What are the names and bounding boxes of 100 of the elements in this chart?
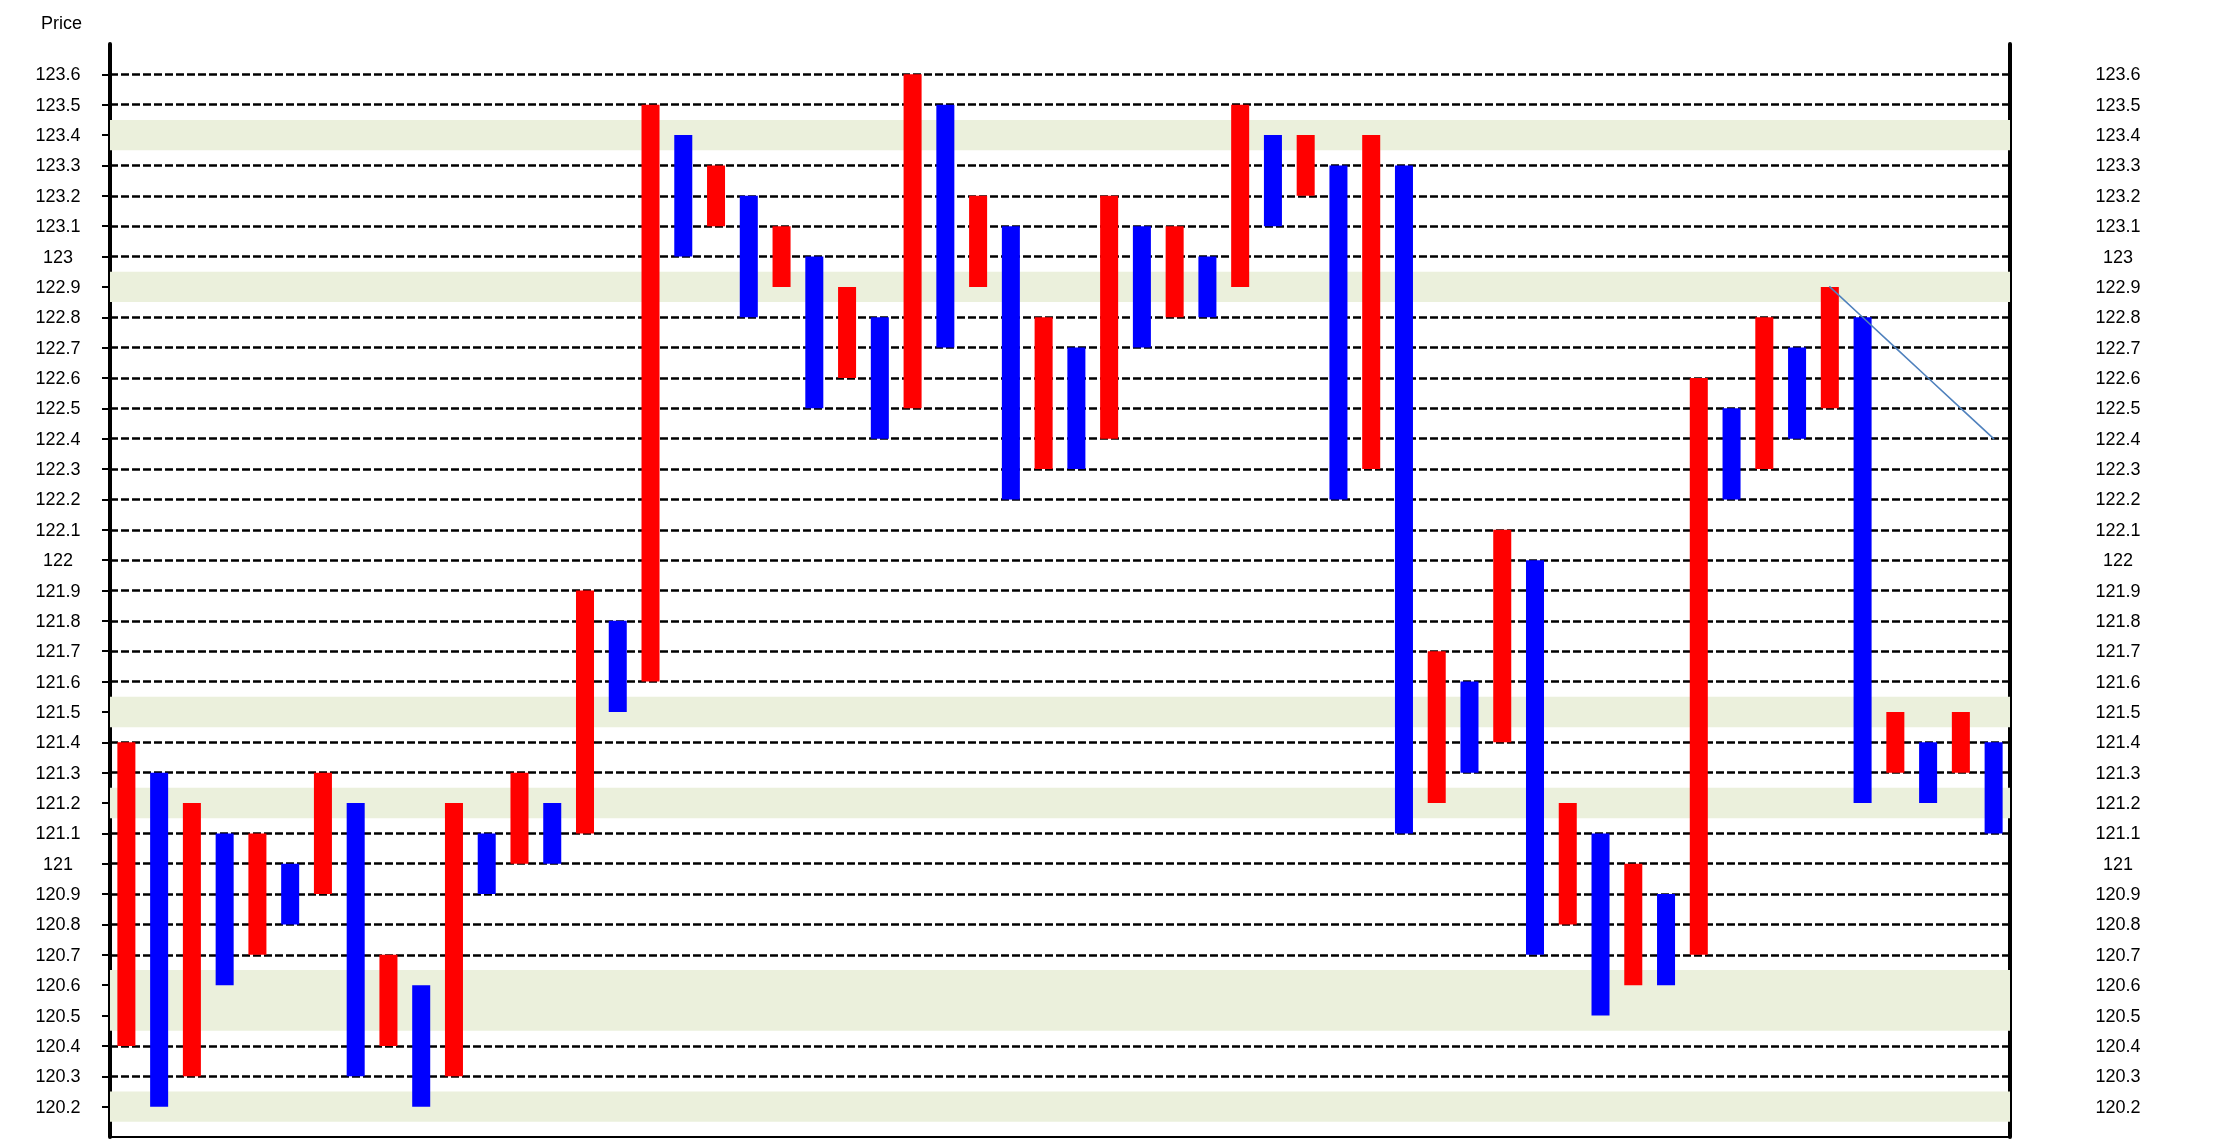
y2-tick-label: 121.5 (2095, 701, 2141, 722)
bar (707, 165, 726, 227)
y2-tick-label: 121.7 (2095, 641, 2141, 662)
bar (1362, 135, 1381, 470)
bar (1853, 317, 1872, 804)
bar (1165, 226, 1184, 318)
bar (1460, 681, 1479, 773)
bar (543, 803, 562, 864)
bar (182, 803, 201, 1077)
y2-tick-label: 120.9 (2095, 884, 2141, 905)
y2-tick-label: 122.8 (2095, 307, 2141, 328)
y-tick-label: 121 (42, 853, 74, 874)
bar (608, 620, 627, 712)
bar (1755, 317, 1774, 470)
y-tick-label: 120.5 (35, 1005, 81, 1026)
y2-tick-label: 121.9 (2095, 580, 2141, 601)
y2-tick-label: 123.1 (2095, 216, 2141, 237)
y-tick-label: 122 (42, 550, 74, 571)
bar (739, 195, 758, 318)
y2-tick-label: 120.8 (2095, 914, 2141, 935)
y2-tick-label: 122.9 (2095, 276, 2141, 297)
bar (444, 803, 463, 1077)
y-tick-label: 122.3 (35, 459, 81, 480)
y2-tick-label: 123.3 (2095, 155, 2141, 176)
y2-tick-label: 120.3 (2095, 1066, 2141, 1087)
bar (1624, 863, 1643, 986)
bar (1689, 377, 1708, 955)
y2-tick-label: 121.3 (2095, 762, 2141, 783)
y-tick-label: 123.1 (35, 216, 81, 237)
bar (313, 772, 332, 895)
y2-tick-label: 123.6 (2095, 64, 2141, 85)
y-tick-label: 121.7 (35, 641, 81, 662)
bar (1657, 894, 1676, 986)
y-tick-label: 120.4 (35, 1035, 81, 1056)
y2-tick-label: 121.2 (2095, 793, 2141, 814)
y-tick-label: 123.2 (35, 185, 81, 206)
bar (674, 135, 693, 257)
y2-tick-label: 123.4 (2095, 125, 2141, 146)
bar (1984, 742, 2003, 834)
bar (117, 742, 136, 1046)
bar (1329, 165, 1348, 500)
y-tick-label: 122.7 (35, 337, 81, 358)
bar (1231, 104, 1250, 287)
y-tick-label: 121.5 (35, 701, 81, 722)
bar (641, 104, 660, 682)
bar (1722, 408, 1741, 500)
bar (1919, 742, 1938, 804)
y2-tick-label: 122.3 (2095, 459, 2141, 480)
y2-tick-label: 120.5 (2095, 1005, 2141, 1026)
y2-tick-label: 123.2 (2095, 185, 2141, 206)
y2-tick-label: 123 (2102, 246, 2134, 267)
bar (281, 863, 300, 925)
bar (1100, 195, 1119, 439)
bar (1263, 135, 1282, 227)
bar (1198, 256, 1217, 318)
y2-tick-label: 122 (2102, 550, 2134, 571)
bar (1132, 226, 1151, 348)
y2-tick-label: 123.5 (2095, 94, 2141, 115)
bar (412, 985, 431, 1107)
y-tick-label: 120.9 (35, 884, 81, 905)
line-series (1829, 286, 1995, 440)
y-tick-label: 121.9 (35, 580, 81, 601)
bar (575, 590, 595, 834)
y-tick-label: 121.6 (35, 671, 81, 692)
bar (936, 104, 955, 348)
y2-tick-label: 121.4 (2095, 732, 2141, 753)
bar (1591, 833, 1610, 1016)
y2-tick-label: 122.2 (2095, 489, 2141, 510)
bar (1951, 711, 1970, 773)
bar (1820, 286, 1839, 409)
y-tick-label: 123.4 (35, 125, 81, 146)
y2-tick-label: 122.5 (2095, 398, 2141, 419)
y2-tick-label: 122.4 (2095, 428, 2141, 449)
bar (1034, 317, 1053, 470)
bar (248, 833, 267, 955)
y2-tick-label: 121 (2102, 853, 2134, 874)
bar (1886, 711, 1905, 773)
y-tick-label: 121.4 (35, 732, 81, 753)
y2-tick-label: 120.4 (2095, 1035, 2141, 1056)
y2-tick-label: 120.2 (2095, 1096, 2141, 1117)
bar (346, 803, 365, 1077)
bar (805, 256, 824, 409)
y-tick-label: 122.2 (35, 489, 81, 510)
y-tick-label: 123.3 (35, 155, 81, 176)
y-tick-label: 121.1 (35, 823, 81, 844)
y2-tick-label: 120.7 (2095, 944, 2141, 965)
bar (870, 317, 889, 439)
y-tick-label: 123 (42, 246, 74, 267)
bar (838, 286, 857, 378)
y-tick-label: 121.3 (35, 762, 81, 783)
y-tick-label: 122.6 (35, 367, 81, 388)
bar (1067, 347, 1086, 470)
y-tick-label: 122.1 (35, 519, 81, 540)
y-tick-label: 120.2 (35, 1096, 81, 1117)
y-axis-title: Price (40, 13, 82, 33)
y-tick-label: 120.8 (35, 914, 81, 935)
bar (969, 195, 988, 287)
bar (1558, 803, 1577, 925)
y2-tick-label: 121.6 (2095, 671, 2141, 692)
bar (772, 226, 791, 287)
